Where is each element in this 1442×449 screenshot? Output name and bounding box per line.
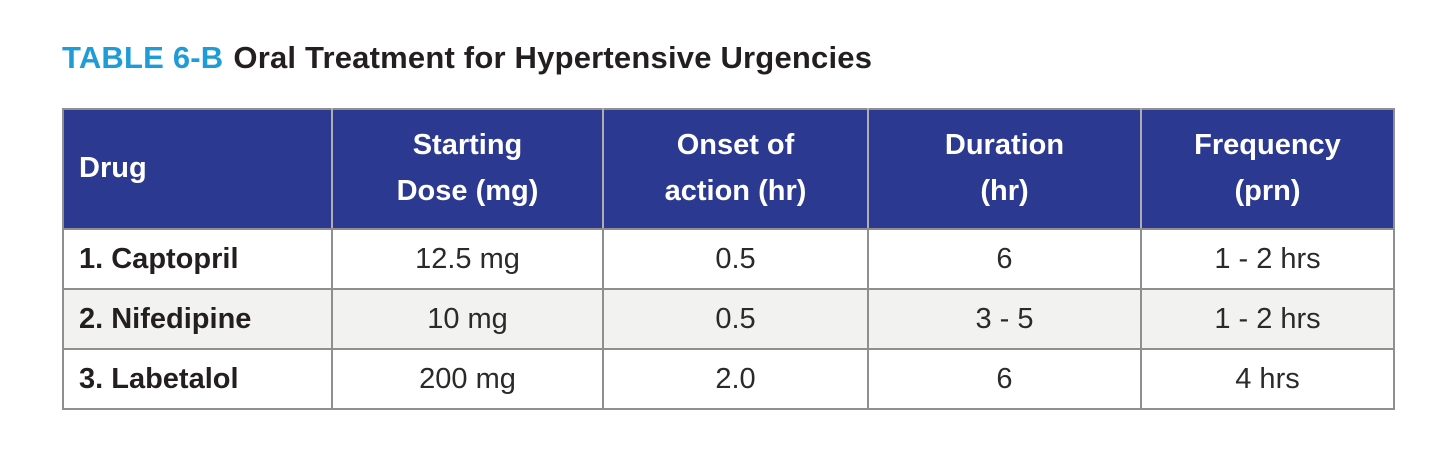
duration-cell: 6 xyxy=(867,348,1142,410)
onset-cell: 2.0 xyxy=(602,348,869,410)
column-header-duration: Duration (hr) xyxy=(867,108,1142,230)
column-header-drug: Drug xyxy=(62,108,333,230)
drug-name-cell: 3. Labetalol xyxy=(62,348,333,410)
frequency-cell: 4 hrs xyxy=(1140,348,1395,410)
duration-cell: 3 - 5 xyxy=(867,288,1142,350)
frequency-cell: 1 - 2 hrs xyxy=(1140,228,1395,290)
dose-cell: 12.5 mg xyxy=(331,228,604,290)
dose-cell: 200 mg xyxy=(331,348,604,410)
column-header-frequency: Frequency (prn) xyxy=(1140,108,1395,230)
column-header-onset: Onset of action (hr) xyxy=(602,108,869,230)
onset-cell: 0.5 xyxy=(602,228,869,290)
dose-cell: 10 mg xyxy=(331,288,604,350)
table-title-text: Oral Treatment for Hypertensive Urgencie… xyxy=(233,40,873,75)
table-number-label: TABLE 6-B xyxy=(62,40,224,75)
table-row-captopril: 1. Captopril 12.5 mg 0.5 6 1 - 2 hrs xyxy=(62,228,1395,290)
table-row-labetalol: 3. Labetalol 200 mg 2.0 6 4 hrs xyxy=(62,348,1395,410)
page-title: TABLE 6-B Oral Treatment for Hypertensive… xyxy=(62,40,872,76)
drug-name-cell: 2. Nifedipine xyxy=(62,288,333,350)
table-header-row: Drug Starting Dose (mg) Onset of action … xyxy=(62,108,1395,230)
frequency-cell: 1 - 2 hrs xyxy=(1140,288,1395,350)
onset-cell: 0.5 xyxy=(602,288,869,350)
table-row-nifedipine: 2. Nifedipine 10 mg 0.5 3 - 5 1 - 2 hrs xyxy=(62,288,1395,350)
column-header-starting-dose: Starting Dose (mg) xyxy=(331,108,604,230)
oral-treatment-table: Drug Starting Dose (mg) Onset of action … xyxy=(62,108,1395,410)
drug-name-cell: 1. Captopril xyxy=(62,228,333,290)
duration-cell: 6 xyxy=(867,228,1142,290)
